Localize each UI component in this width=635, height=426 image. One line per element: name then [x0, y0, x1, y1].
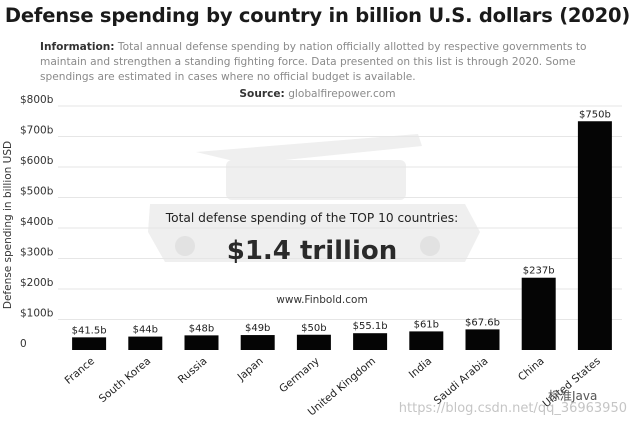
source-value: globalfirepower.com — [288, 88, 396, 100]
x-tick-label: Russia — [176, 355, 210, 386]
y-tick-label: $800b — [20, 94, 54, 106]
x-tick-label: South Korea — [97, 355, 153, 405]
bar-value-label: $55.1b — [353, 321, 388, 332]
x-tick-label: Japan — [235, 355, 266, 384]
y-tick-label: $300b — [20, 247, 54, 259]
bar — [521, 277, 556, 350]
x-tick-label: China — [516, 355, 547, 383]
bar-value-label: $750b — [579, 109, 611, 120]
info-body: Total annual defense spending by nation … — [40, 41, 587, 83]
x-tick-label: France — [63, 355, 97, 387]
info-text: Information: Total annual defense spendi… — [40, 40, 625, 85]
bar — [353, 333, 388, 350]
bar-value-label: $49b — [245, 323, 270, 334]
x-tick-label: Germany — [277, 355, 322, 395]
annotation-site: www.Finbold.com — [276, 294, 367, 306]
watermark-brand: 标准Java — [548, 389, 598, 403]
bar — [465, 329, 500, 350]
tank-watermark-graphic — [148, 134, 480, 262]
source-line: Source: globalfirepower.com — [0, 88, 635, 100]
y-axis-label: Defense spending in billion USD — [2, 141, 14, 309]
bar-value-label: $48b — [189, 323, 214, 334]
annotation-text: Total defense spending of the TOP 10 cou… — [165, 211, 458, 225]
y-axis-ticks: 0 $100b $200b $300b $400b $500b $600b $700b $800… — [20, 94, 54, 350]
y-tick-label: $600b — [20, 155, 54, 167]
bars — [72, 121, 612, 350]
bar-value-label: $67.6b — [465, 317, 500, 328]
chart-title: Defense spending by country in billion U… — [4, 4, 631, 27]
x-tick-label: India — [407, 355, 434, 381]
source-label: Source: — [239, 88, 285, 100]
bar — [184, 335, 219, 350]
bar — [577, 121, 612, 350]
bar-value-label: $41.5b — [72, 325, 107, 336]
y-tick-label: 0 — [20, 338, 27, 350]
y-tick-label: $100b — [20, 308, 54, 320]
bar-value-label: $44b — [133, 325, 158, 336]
annotation-total: $1.4 trillion — [227, 236, 397, 266]
bar — [72, 337, 107, 350]
watermark-url: https://blog.csdn.net/qq_36963950 — [398, 401, 627, 416]
bar — [409, 331, 444, 350]
y-tick-label: $700b — [20, 125, 54, 137]
x-tick-label: Saudi Arabia — [432, 355, 491, 407]
bar — [240, 335, 275, 350]
bar — [296, 334, 331, 350]
bar — [128, 336, 163, 350]
bar-value-label: $50b — [301, 323, 326, 334]
value-labels: $41.5b $44b $48b $49b $50b $55.1b $61b $67.6b $2… — [72, 109, 611, 336]
y-tick-label: $400b — [20, 216, 54, 228]
bar-value-label: $237b — [523, 266, 555, 277]
info-label: Information: — [40, 41, 115, 53]
y-tick-label: $500b — [20, 186, 54, 198]
bar-value-label: $61b — [414, 319, 439, 330]
y-tick-label: $200b — [20, 277, 54, 289]
